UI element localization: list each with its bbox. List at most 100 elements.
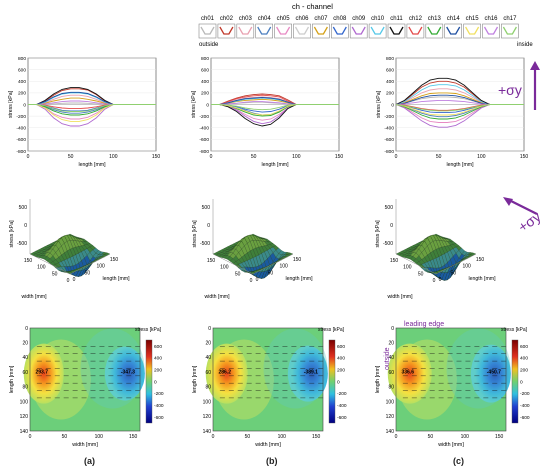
y-tick-label: 100 [462, 264, 471, 270]
leading-edge-label: leading edge [404, 321, 445, 328]
max-value-label: 286.2 [219, 370, 232, 376]
y-axis-label: length [mm] [285, 276, 313, 282]
series-line [211, 104, 339, 111]
colorbar-tick-label: -400 [154, 403, 164, 409]
x-tick-label: 150 [335, 154, 344, 160]
legend-channel-label: ch08 [333, 16, 347, 22]
y-tick-label: 0 [391, 326, 394, 332]
y-axis-label: length [mm] [192, 365, 198, 393]
legend-channel-label: ch17 [503, 16, 517, 22]
x-axis-label: length [mm] [446, 162, 474, 168]
x-tick-label: 50 [62, 434, 68, 440]
x-tick-label: 100 [220, 265, 229, 271]
sigma-arrow-mid-head [503, 197, 513, 206]
legend-outside-label: outside [199, 42, 219, 48]
x-tick-label: 0 [250, 278, 253, 284]
min-value-label: -450.7 [487, 370, 501, 376]
y-tick-label: 100 [203, 399, 212, 405]
colorbar [511, 339, 519, 424]
y-tick-label: -400 [384, 126, 394, 132]
legend-swatch-box [501, 23, 519, 39]
y-tick-label: 600 [386, 67, 394, 73]
x-tick-label: 150 [312, 434, 321, 440]
x-tick-label: 100 [95, 434, 104, 440]
legend-channel-label: ch13 [428, 16, 442, 22]
y-tick-label: 150 [476, 257, 485, 263]
legend-channel-label: ch09 [352, 16, 366, 22]
x-tick-label: 100 [37, 265, 46, 271]
y-tick-label: 50 [268, 270, 274, 276]
colorbar-tick-label: 0 [154, 379, 157, 385]
y-tick-label: 400 [201, 79, 209, 85]
y-tick-label: 400 [386, 79, 394, 85]
y-tick-label: -600 [384, 137, 394, 143]
y-tick-label: 50 [85, 270, 91, 276]
y-axis-label: length [mm] [468, 276, 496, 282]
x-tick-label: 150 [152, 154, 161, 160]
y-tick-label: -600 [16, 137, 26, 143]
legend-swatch-line [370, 26, 385, 35]
y-tick-label: 0 [25, 326, 28, 332]
legend-swatch-box [274, 23, 292, 39]
x-tick-label: 50 [68, 154, 74, 160]
legend-swatches: ch01 ch02 ch03 ch04 ch05 ch06 ch07 ch08 ch09 ch10… [198, 16, 519, 39]
sigma-arrow-top [530, 61, 540, 110]
colorbar-tick-label: -200 [520, 391, 530, 397]
sigma-arrow-mid [503, 197, 538, 215]
x-tick-label: 150 [520, 154, 529, 160]
y-tick-label: 50 [451, 270, 457, 276]
x-tick-label: 50 [428, 434, 434, 440]
y-tick-label: 200 [201, 91, 209, 97]
colorbar-label: stress [kPa] [318, 327, 345, 333]
x-tick-label: 100 [292, 154, 301, 160]
y-axis-label: stress [kPa] [191, 90, 197, 118]
colorbar-label: stress [kPa] [135, 327, 162, 333]
colorbar [328, 339, 336, 424]
colorbar-label: stress [kPa] [501, 327, 528, 333]
legend-swatch-line [219, 26, 234, 35]
heatmap-hot-zone [205, 343, 248, 404]
y-tick-label: 60 [22, 370, 28, 376]
legend-swatch-line [200, 26, 215, 35]
x-axis-label: width [mm] [438, 442, 464, 448]
legend-channel-label: ch16 [484, 16, 498, 22]
y-tick-label: 140 [386, 429, 395, 435]
panel-label-c: (c) [453, 456, 464, 466]
x-axis-line [395, 253, 437, 275]
z-axis-label: stress [kPa] [375, 220, 381, 248]
y-tick-label: 120 [203, 414, 212, 420]
y-tick-label: 600 [201, 67, 209, 73]
x-tick-label: 0 [27, 154, 30, 160]
x-tick-label: 50 [436, 154, 442, 160]
y-tick-label: 800 [201, 56, 209, 62]
legend-channel-label: ch15 [466, 16, 480, 22]
y-tick-label: 80 [205, 385, 211, 391]
z-axis-label: stress [kPa] [192, 220, 198, 248]
y-tick-label: -400 [199, 126, 209, 132]
y-tick-label: -400 [16, 126, 26, 132]
legend-swatch-box [463, 23, 481, 39]
legend-swatch-line [332, 26, 347, 35]
colorbar-tick-label: 600 [520, 344, 528, 350]
colorbar [145, 339, 153, 424]
panel-label-a: (a) [84, 456, 95, 466]
colorbar-tick-label: -200 [154, 391, 164, 397]
y-tick-label: 120 [386, 414, 395, 420]
y-tick-label: 0 [23, 102, 26, 108]
x-axis-label: width [mm] [21, 294, 47, 300]
y-axis-line [69, 253, 111, 275]
x-tick-label: 0 [67, 278, 70, 284]
y-tick-label: 800 [386, 56, 394, 62]
x-tick-label: 100 [109, 154, 118, 160]
x-tick-label: 0 [210, 154, 213, 160]
legend-swatch-box [368, 23, 387, 39]
max-value-label: 293.7 [36, 370, 49, 376]
x-axis-label: width [mm] [72, 442, 98, 448]
y-tick-label: 140 [20, 429, 29, 435]
y-axis-line [435, 253, 477, 275]
legend-swatch-box [217, 23, 236, 39]
